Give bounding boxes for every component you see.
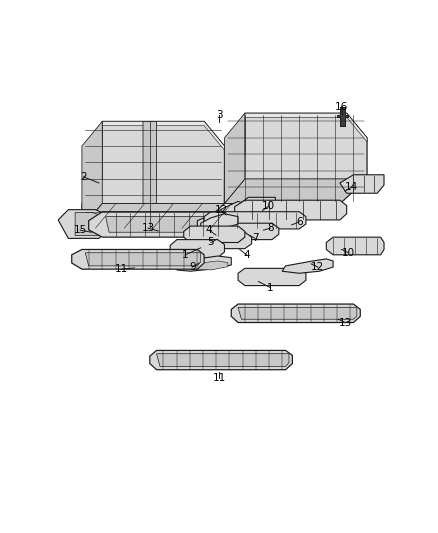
Text: 3: 3: [216, 110, 223, 120]
Text: 12: 12: [215, 206, 228, 215]
Polygon shape: [238, 268, 306, 286]
Text: 13: 13: [141, 223, 155, 233]
Polygon shape: [238, 308, 357, 319]
Text: 9: 9: [189, 262, 195, 272]
Polygon shape: [224, 113, 367, 204]
Polygon shape: [231, 304, 360, 322]
Polygon shape: [177, 256, 231, 271]
Polygon shape: [204, 232, 251, 248]
Polygon shape: [337, 107, 348, 126]
Text: 11: 11: [213, 373, 226, 383]
Polygon shape: [224, 179, 367, 204]
Polygon shape: [156, 354, 289, 366]
Text: 12: 12: [311, 262, 325, 272]
Text: 8: 8: [267, 223, 274, 233]
Polygon shape: [85, 253, 201, 266]
Text: 6: 6: [296, 217, 303, 227]
Text: 14: 14: [345, 182, 358, 192]
Text: 10: 10: [342, 248, 355, 258]
Polygon shape: [88, 212, 231, 237]
Polygon shape: [82, 204, 224, 228]
Polygon shape: [340, 175, 384, 193]
Polygon shape: [82, 122, 224, 228]
Text: 13: 13: [338, 318, 352, 327]
Polygon shape: [184, 226, 245, 243]
Polygon shape: [150, 350, 293, 370]
Text: 11: 11: [114, 264, 127, 274]
Polygon shape: [143, 122, 156, 228]
Polygon shape: [201, 214, 238, 233]
Polygon shape: [224, 113, 245, 204]
Text: 4: 4: [243, 250, 250, 260]
Polygon shape: [170, 240, 224, 257]
Text: 1: 1: [267, 282, 274, 293]
Polygon shape: [184, 261, 228, 270]
Text: 5: 5: [208, 238, 214, 247]
Text: 15: 15: [74, 225, 87, 235]
Text: 1: 1: [182, 250, 189, 260]
Text: 4: 4: [206, 225, 212, 235]
Polygon shape: [235, 200, 346, 220]
Polygon shape: [326, 237, 384, 255]
Polygon shape: [58, 209, 109, 238]
Polygon shape: [204, 212, 306, 229]
Polygon shape: [245, 113, 367, 142]
Text: 10: 10: [262, 201, 275, 212]
Polygon shape: [197, 201, 245, 229]
Polygon shape: [102, 122, 224, 150]
Polygon shape: [106, 216, 228, 232]
Text: 7: 7: [252, 233, 258, 244]
Text: 16: 16: [335, 102, 348, 112]
Text: 2: 2: [80, 172, 87, 182]
Polygon shape: [211, 223, 279, 240]
Polygon shape: [241, 197, 276, 207]
Polygon shape: [282, 259, 333, 273]
Polygon shape: [75, 213, 106, 236]
Polygon shape: [72, 249, 204, 269]
Polygon shape: [82, 122, 102, 228]
